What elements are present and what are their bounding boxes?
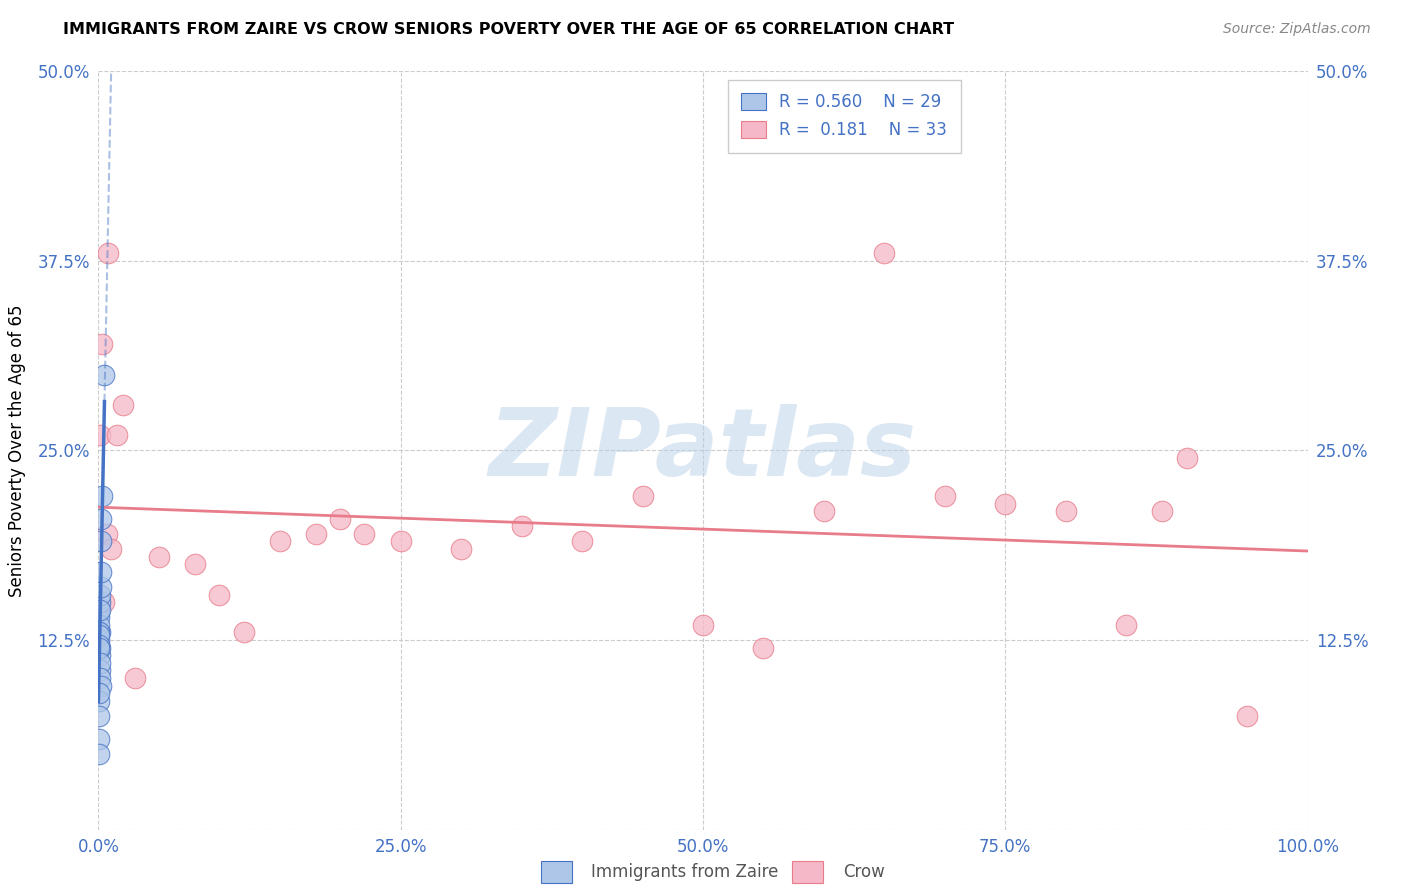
Point	[90, 512, 112, 526]
Text: ZIPatlas: ZIPatlas	[489, 404, 917, 497]
Point	[631, 489, 654, 503]
Text: IMMIGRANTS FROM ZAIRE VS CROW SENIORS POVERTY OVER THE AGE OF 65 CORRELATION CHA: IMMIGRANTS FROM ZAIRE VS CROW SENIORS PO…	[63, 22, 955, 37]
Point	[100, 541, 122, 557]
Point	[105, 428, 128, 442]
Point	[89, 625, 111, 640]
Point	[87, 686, 110, 700]
Point	[994, 496, 1017, 510]
Point	[305, 526, 328, 541]
Point	[96, 526, 118, 541]
Point	[90, 580, 112, 594]
Point	[873, 246, 896, 260]
Point	[353, 526, 375, 541]
Point	[90, 565, 112, 579]
Point	[93, 368, 115, 382]
Point	[87, 610, 110, 624]
Point	[934, 489, 956, 503]
Point	[89, 633, 111, 648]
Point	[692, 617, 714, 632]
Point	[124, 671, 146, 685]
Point	[89, 617, 111, 632]
Point	[89, 656, 111, 670]
Point	[89, 428, 111, 442]
Point	[89, 640, 111, 655]
Point	[1152, 504, 1174, 518]
Point	[232, 625, 254, 640]
Point	[90, 534, 112, 549]
Y-axis label: Seniors Poverty Over the Age of 65: Seniors Poverty Over the Age of 65	[8, 304, 27, 597]
Point	[1175, 451, 1198, 466]
Point	[93, 595, 115, 609]
Point	[90, 678, 112, 692]
Point	[329, 512, 352, 526]
Point	[269, 534, 291, 549]
Point	[91, 489, 114, 503]
Point	[1115, 617, 1137, 632]
Point	[89, 648, 111, 662]
Point	[389, 534, 412, 549]
Point	[89, 603, 111, 617]
Point	[111, 398, 134, 412]
Legend: R = 0.560    N = 29, R =  0.181    N = 33: R = 0.560 N = 29, R = 0.181 N = 33	[728, 79, 960, 153]
Point	[752, 640, 775, 655]
Point	[87, 747, 110, 761]
Point	[89, 664, 111, 678]
Text: Source: ZipAtlas.com: Source: ZipAtlas.com	[1223, 22, 1371, 37]
Point	[510, 519, 533, 533]
Point	[91, 337, 114, 351]
Point	[89, 731, 111, 746]
Point	[89, 588, 111, 602]
Point	[89, 671, 111, 685]
Point	[1236, 708, 1258, 723]
Point	[450, 541, 472, 557]
Point	[87, 625, 110, 640]
Point	[87, 638, 110, 652]
Point	[1054, 504, 1077, 518]
Point	[87, 628, 110, 642]
Point	[208, 588, 231, 602]
Point	[89, 694, 111, 708]
Point	[87, 708, 110, 723]
Point	[813, 504, 835, 518]
Point	[87, 640, 110, 655]
Point	[89, 595, 111, 609]
Text: Crow: Crow	[844, 863, 886, 881]
Point	[89, 603, 111, 617]
Point	[148, 549, 170, 564]
Text: Immigrants from Zaire: Immigrants from Zaire	[591, 863, 778, 881]
Point	[97, 246, 120, 260]
Point	[571, 534, 593, 549]
Point	[184, 557, 207, 572]
